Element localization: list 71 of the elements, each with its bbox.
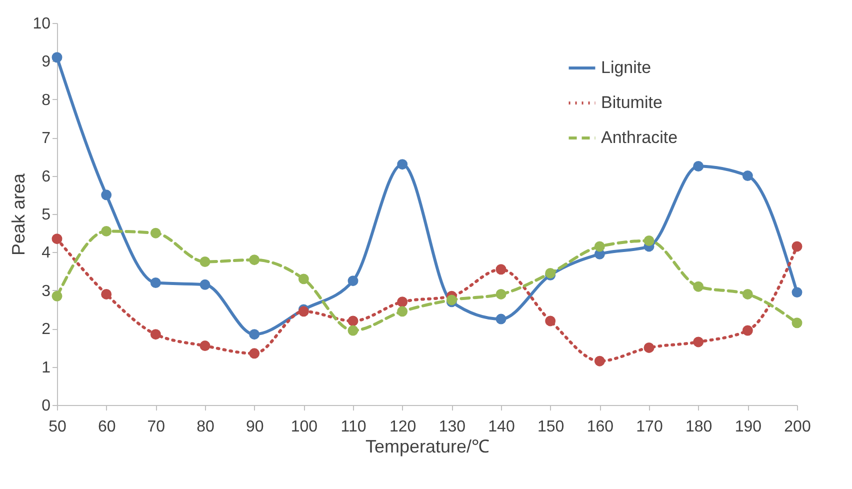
y-tick-label: 4: [42, 244, 51, 262]
x-tick-label: 200: [784, 418, 811, 436]
y-axis-title: Peak area: [8, 172, 29, 256]
point: [693, 161, 704, 172]
point: [496, 264, 506, 275]
point: [52, 290, 62, 302]
y-tick-label: 1: [42, 359, 51, 376]
x-tick-label: 170: [636, 418, 663, 436]
x-tick-label: 140: [488, 418, 515, 436]
point: [101, 190, 112, 200]
y-tick-label: 9: [42, 54, 51, 71]
point: [742, 325, 753, 336]
point: [594, 241, 605, 252]
point: [348, 325, 358, 336]
x-tick-label: 90: [246, 418, 264, 436]
point: [150, 329, 161, 340]
x-tick-label: 130: [438, 418, 466, 436]
legend-label: Lignite: [601, 58, 652, 77]
point: [742, 288, 753, 300]
y-tick-label: 3: [42, 282, 51, 300]
x-tick-label: 60: [98, 418, 116, 436]
point: [545, 316, 556, 326]
point: [397, 296, 408, 308]
y-tick-label: 7: [42, 130, 51, 148]
x-tick-label: 160: [586, 418, 614, 436]
point: [200, 256, 210, 267]
y-tick-label: 2: [42, 321, 51, 338]
point: [249, 254, 260, 266]
point: [496, 314, 506, 324]
point: [101, 226, 112, 236]
x-tick-label: 100: [290, 418, 318, 436]
legend-label: Anthracite: [601, 128, 678, 147]
point: [792, 318, 802, 328]
y-tick-label: 0: [42, 398, 51, 414]
point: [52, 234, 62, 244]
point: [101, 288, 112, 300]
y-tick-label: 10: [32, 16, 51, 32]
y-tick-label: 8: [42, 92, 51, 109]
point: [594, 356, 605, 366]
point: [298, 274, 309, 284]
point: [693, 336, 704, 348]
x-tick-label: 110: [340, 418, 366, 436]
x-tick-label: 120: [389, 418, 416, 436]
point: [150, 228, 161, 238]
point: [200, 340, 210, 352]
point: [348, 276, 358, 286]
point: [200, 279, 210, 290]
point: [644, 236, 654, 246]
point: [742, 170, 753, 182]
x-axis-title: Temperature/℃: [365, 436, 490, 456]
y-tick-label: 5: [42, 206, 51, 224]
point: [693, 281, 704, 292]
point: [792, 287, 802, 298]
point: [150, 278, 161, 288]
x-tick-label: 80: [196, 418, 214, 436]
point: [496, 288, 506, 300]
point: [397, 306, 408, 317]
point: [644, 342, 654, 353]
x-tick-label: 180: [685, 418, 712, 436]
x-tick-label: 70: [147, 418, 166, 436]
x-tick-label: 190: [734, 418, 762, 436]
x-tick-label: 50: [48, 418, 66, 436]
x-tick-label: 150: [537, 418, 564, 436]
point: [249, 348, 260, 359]
legend-label: Bitumite: [601, 93, 662, 112]
y-tick-label: 6: [42, 168, 51, 186]
point: [348, 316, 358, 326]
point: [792, 241, 802, 252]
point: [397, 159, 408, 170]
point: [249, 329, 260, 340]
point: [52, 52, 62, 63]
